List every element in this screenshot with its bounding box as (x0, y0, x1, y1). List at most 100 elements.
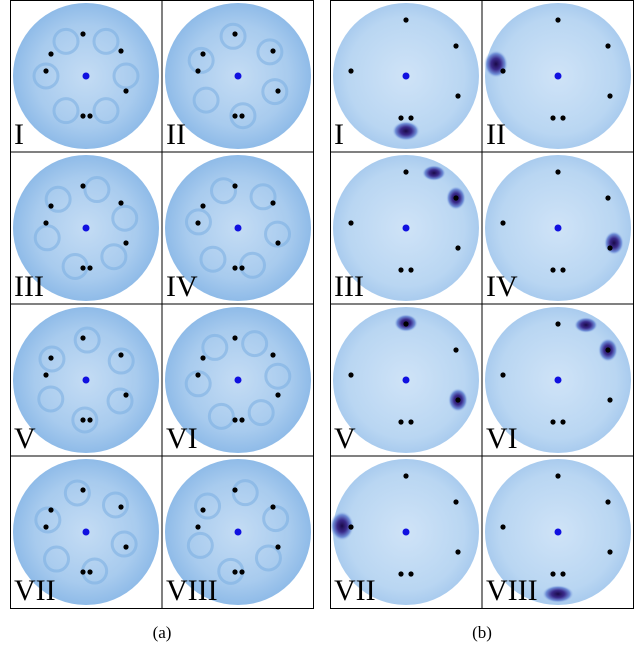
scatterer (123, 88, 129, 94)
scatterer (87, 569, 93, 575)
scatterer (500, 524, 506, 530)
source (234, 376, 242, 384)
panel-label: III (14, 270, 44, 303)
ripple (194, 492, 222, 520)
hotspot (484, 50, 508, 78)
scatterer (453, 499, 459, 505)
scatterer (398, 419, 404, 425)
source (402, 376, 410, 384)
scatterer (270, 48, 276, 54)
scatterer (560, 571, 566, 577)
panel-label: IV (166, 270, 198, 303)
scatterer (232, 417, 238, 423)
source (554, 376, 562, 384)
scatterer (123, 392, 129, 398)
panel-label: V (334, 422, 356, 455)
scatterer (80, 487, 86, 493)
caption: (a) (153, 623, 172, 642)
ripple (264, 220, 292, 248)
scatterer (200, 507, 206, 513)
scatterer (398, 267, 404, 273)
scatterer (605, 43, 611, 49)
scatterer (232, 31, 238, 37)
ripple (112, 62, 140, 90)
scatterer (403, 169, 409, 175)
scatterer (403, 321, 409, 327)
scatterer (550, 419, 556, 425)
ripple (261, 78, 289, 106)
scatterer (550, 571, 556, 577)
scatterer (455, 397, 461, 403)
source (234, 528, 242, 536)
scatterer (607, 397, 613, 403)
source (554, 224, 562, 232)
hotspot (392, 121, 420, 141)
ripple (71, 406, 99, 434)
ripple (219, 22, 247, 50)
scatterer (43, 220, 49, 226)
ripple (256, 38, 284, 66)
scatterer (555, 321, 561, 327)
ripple (73, 326, 101, 354)
ripple (52, 27, 80, 55)
ripple (37, 385, 65, 413)
scatterer (408, 267, 414, 273)
scatterer (80, 183, 86, 189)
ripple (262, 505, 290, 533)
scatterer (118, 200, 124, 206)
scatterer (605, 195, 611, 201)
scatterer (43, 524, 49, 530)
scatterer (43, 68, 49, 74)
scatterer (123, 240, 129, 246)
panel-label: VIII (166, 574, 218, 607)
scatterer (118, 504, 124, 510)
scatterer (453, 347, 459, 353)
scatterer (348, 68, 354, 74)
scatterer (605, 347, 611, 353)
scatterer (500, 372, 506, 378)
scatterer (232, 183, 238, 189)
panel-label: II (486, 118, 506, 151)
ripple (63, 479, 91, 507)
panel-label: IV (486, 270, 518, 303)
panel-label: V (14, 422, 36, 455)
scatterer (555, 169, 561, 175)
scatterer (195, 220, 201, 226)
ripple (210, 177, 238, 205)
panel-border (10, 0, 314, 609)
scatterer (200, 203, 206, 209)
ripple (32, 62, 60, 90)
ripple (111, 204, 139, 232)
hotspot (542, 585, 574, 603)
source (82, 376, 90, 384)
ripple (192, 86, 220, 114)
ripple (229, 102, 257, 130)
ripple (92, 97, 120, 125)
scatterer (87, 417, 93, 423)
ripple (43, 545, 71, 573)
hotspot (574, 317, 598, 333)
scatterer (453, 43, 459, 49)
ripple (184, 208, 212, 236)
scatterer (560, 419, 566, 425)
panel-label: VII (14, 574, 56, 607)
ripple (38, 345, 66, 373)
panel-label: I (334, 118, 344, 151)
ripple (44, 185, 72, 213)
panel-label: VII (334, 574, 376, 607)
scatterer (232, 265, 238, 271)
scatterer (80, 113, 86, 119)
scatterer (455, 93, 461, 99)
source (82, 224, 90, 232)
scatterer (232, 113, 238, 119)
panel-label: III (334, 270, 364, 303)
scatterer (348, 220, 354, 226)
source (234, 72, 242, 80)
caption: (b) (472, 623, 492, 642)
scatterer (550, 267, 556, 273)
scatterer (48, 507, 54, 513)
scatterer (275, 88, 281, 94)
ripple (100, 243, 128, 271)
ripple (106, 387, 134, 415)
